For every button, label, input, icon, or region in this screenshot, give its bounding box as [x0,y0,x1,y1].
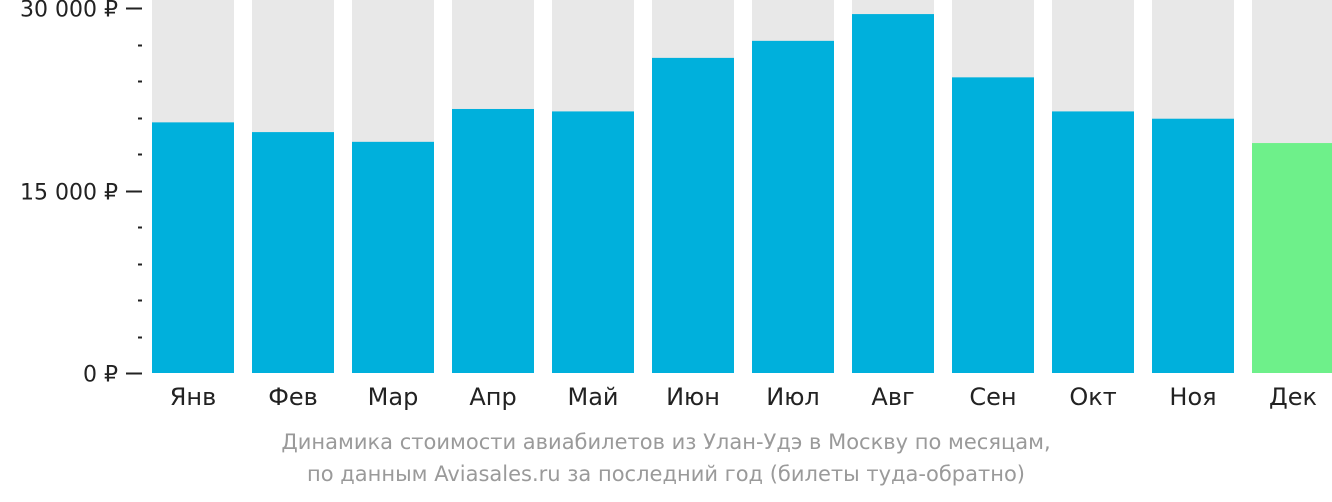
y-tick-label: 30 000 ₽ [20,0,118,23]
bar-Май [552,111,634,374]
y-tick-label: 0 ₽ [83,363,118,388]
bar-Дек [1252,143,1332,373]
bar-Фев [252,132,334,373]
bar-Янв [152,122,234,373]
x-tick-label: Фев [268,383,318,411]
bar-Окт [1052,111,1134,374]
bar-Ноя [1152,118,1234,373]
x-tick-label: Июн [666,383,720,411]
bar-Июн [652,57,734,374]
bar-Апр [452,108,534,373]
bar-Сен [952,77,1034,373]
x-tick-label: Июл [766,383,820,411]
caption-line-2: по данным Aviasales.ru за последний год … [307,462,1025,486]
x-tick-label: Ноя [1169,383,1216,411]
x-tick-label: Сен [969,383,1016,411]
x-tick-label: Мар [368,383,419,411]
x-tick-label: Апр [469,383,516,411]
bar-chart: Янв Фев Мар Апр Май Июн Июл Авг Сен Окт Ноя Дек 0 ₽ 1… [20,0,1332,411]
bar-Авг [852,14,934,373]
bar-Июл [752,40,834,373]
x-tick-label: Дек [1269,383,1317,411]
bar-Мар [352,141,434,373]
x-tick-label: Авг [871,383,914,411]
x-tick-label: Янв [170,383,217,411]
caption-line-1: Динамика стоимости авиабилетов из Улан-У… [281,430,1051,454]
y-tick-label: 15 000 ₽ [20,181,118,206]
x-tick-label: Окт [1069,383,1116,411]
x-tick-label: Май [567,383,618,411]
chart-caption: Динамика стоимости авиабилетов из Улан-У… [0,426,1332,490]
